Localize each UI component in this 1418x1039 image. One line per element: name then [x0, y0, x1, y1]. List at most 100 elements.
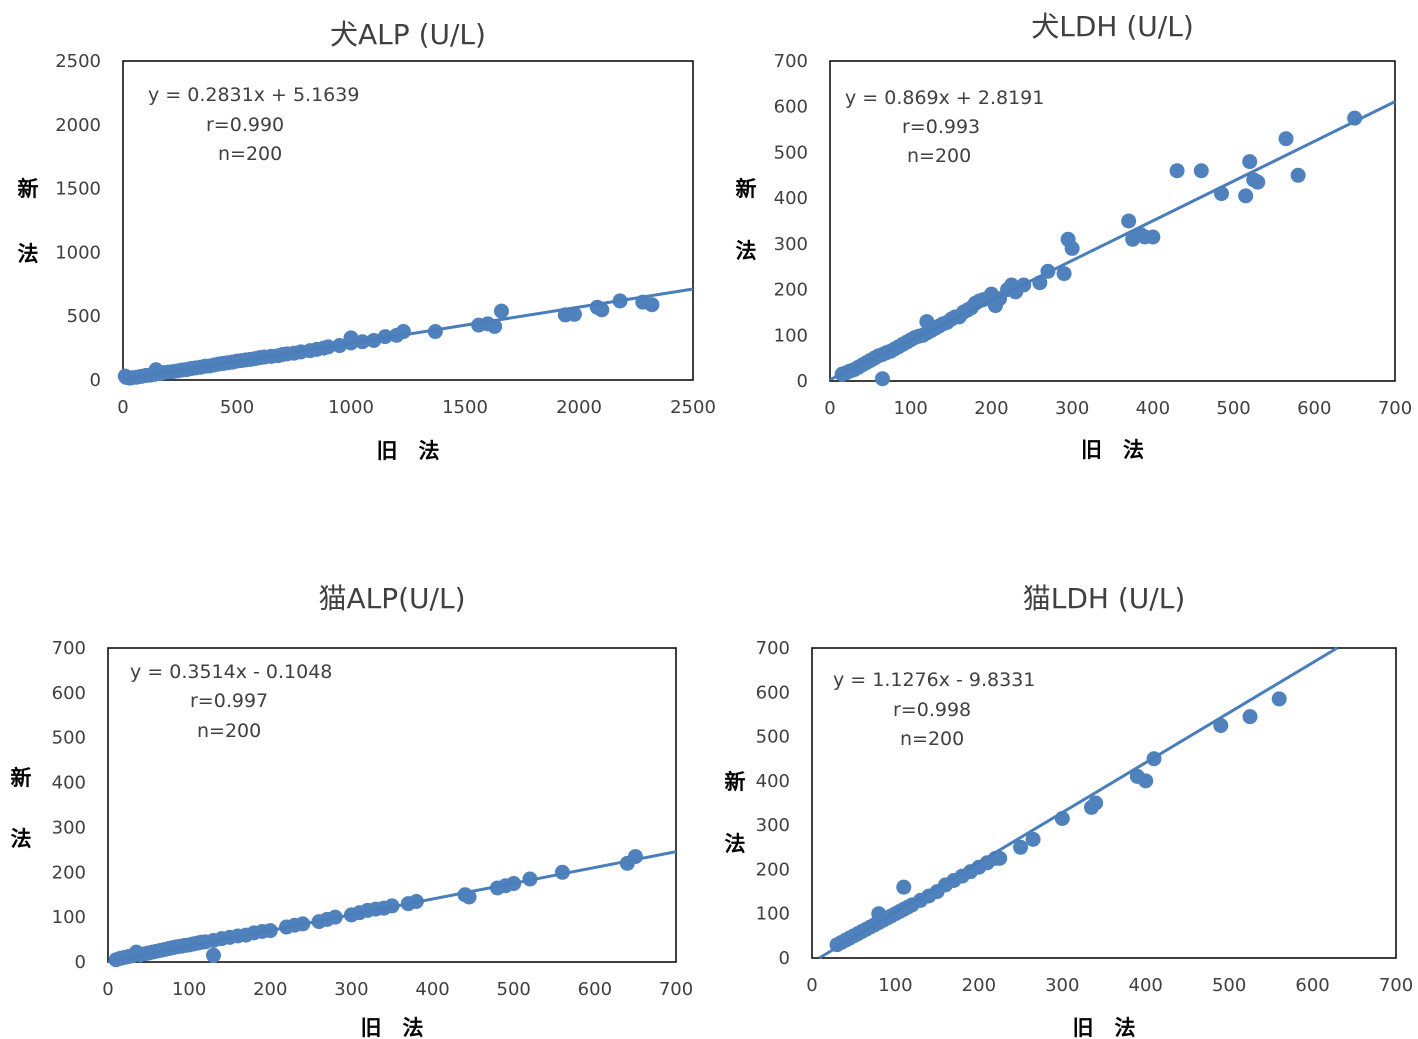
chart-title: 猫LDH (U/L): [1023, 582, 1186, 615]
data-point: [1242, 709, 1258, 725]
regression-equation: y = 0.2831x + 5.1639: [148, 84, 359, 106]
data-point: [644, 297, 660, 313]
x-tick-label: 700: [1378, 398, 1412, 419]
y-tick-label: 0: [797, 371, 808, 392]
y-tick-label: 500: [52, 728, 86, 749]
x-tick-label: 500: [1212, 975, 1246, 996]
y-tick-label: 200: [756, 859, 790, 880]
correlation-label: r=0.997: [190, 690, 268, 712]
data-point: [1145, 229, 1161, 245]
x-tick-label: 1000: [328, 397, 374, 418]
y-tick-label: 600: [774, 97, 808, 118]
y-tick-label: 400: [52, 773, 86, 794]
y-axis-label: 法: [736, 239, 757, 263]
data-point: [1250, 174, 1266, 190]
y-tick-label: 700: [52, 638, 86, 659]
correlation-label: r=0.990: [206, 114, 284, 136]
y-tick-label: 0: [90, 370, 101, 391]
data-point: [594, 302, 610, 318]
y-tick-label: 700: [774, 51, 808, 72]
x-tick-label: 500: [1216, 398, 1250, 419]
y-tick-label: 100: [756, 904, 790, 925]
y-tick-label: 0: [779, 948, 790, 969]
x-tick-label: 100: [172, 979, 206, 1000]
correlation-label: r=0.993: [902, 116, 980, 138]
sample-size-label: n=200: [907, 145, 971, 167]
data-point: [205, 947, 221, 963]
trendline: [818, 646, 1338, 960]
data-point: [992, 850, 1008, 866]
data-point: [1138, 773, 1154, 789]
y-axis-label: 法: [11, 827, 32, 851]
data-point: [874, 371, 890, 387]
chart-title: 犬ALP (U/L): [330, 18, 486, 51]
y-tick-label: 2000: [55, 115, 101, 136]
x-tick-label: 0: [824, 398, 835, 419]
x-tick-label: 0: [117, 397, 128, 418]
data-point: [1025, 831, 1041, 847]
x-tick-label: 700: [1379, 975, 1413, 996]
x-tick-label: 600: [578, 979, 612, 1000]
data-point: [566, 306, 582, 322]
data-point: [1290, 167, 1306, 183]
data-point: [1121, 213, 1137, 229]
data-point: [1064, 240, 1080, 256]
data-point: [1278, 131, 1294, 147]
y-tick-label: 600: [756, 682, 790, 703]
chart-title: 猫ALP(U/L): [318, 582, 465, 615]
x-tick-label: 500: [220, 397, 254, 418]
x-tick-label: 2000: [556, 397, 602, 418]
y-tick-label: 700: [756, 638, 790, 659]
trendline: [107, 850, 677, 964]
data-point: [487, 318, 503, 334]
x-axis-label: 旧 法: [361, 1016, 424, 1039]
y-tick-label: 100: [52, 907, 86, 928]
x-tick-label: 100: [878, 975, 912, 996]
x-tick-label: 600: [1297, 398, 1331, 419]
y-tick-label: 300: [774, 234, 808, 255]
y-tick-label: 100: [774, 325, 808, 346]
x-tick-label: 200: [962, 975, 996, 996]
y-tick-label: 0: [75, 952, 86, 973]
y-axis-label: 法: [18, 242, 39, 266]
sample-size-label: n=200: [197, 720, 261, 742]
data-point: [896, 879, 912, 895]
x-axis-label: 旧 法: [1073, 1016, 1136, 1039]
y-tick-label: 400: [756, 771, 790, 792]
data-point: [493, 303, 509, 319]
x-tick-label: 0: [102, 979, 113, 1000]
x-tick-label: 300: [1055, 398, 1089, 419]
x-tick-label: 200: [253, 979, 287, 1000]
x-axis-label: 旧 法: [1081, 438, 1144, 462]
x-tick-label: 2500: [670, 397, 716, 418]
x-tick-label: 400: [415, 979, 449, 1000]
regression-equation: y = 1.1276x - 9.8331: [833, 669, 1035, 691]
y-tick-label: 200: [52, 862, 86, 883]
data-point: [1242, 154, 1258, 170]
y-tick-label: 500: [756, 727, 790, 748]
data-point: [1238, 188, 1254, 204]
y-tick-label: 300: [756, 815, 790, 836]
data-point: [1193, 163, 1209, 179]
x-tick-label: 600: [1295, 975, 1329, 996]
regression-equation: y = 0.869x + 2.8191: [845, 87, 1044, 109]
correlation-label: r=0.998: [893, 699, 971, 721]
chart-title: 犬LDH (U/L): [1031, 10, 1194, 43]
x-tick-label: 1500: [442, 397, 488, 418]
y-axis-label: 法: [725, 832, 746, 856]
y-tick-label: 1000: [55, 242, 101, 263]
y-tick-label: 500: [774, 142, 808, 163]
data-point: [1013, 839, 1029, 855]
x-tick-label: 0: [806, 975, 817, 996]
y-tick-label: 500: [67, 306, 101, 327]
y-tick-label: 400: [774, 188, 808, 209]
trendline: [122, 287, 694, 381]
x-tick-label: 400: [1136, 398, 1170, 419]
y-axis-label: 新: [18, 177, 39, 201]
y-axis-label: 新: [725, 770, 746, 794]
x-tick-label: 200: [974, 398, 1008, 419]
x-axis-label: 旧 法: [377, 439, 440, 463]
data-point: [1056, 266, 1072, 282]
